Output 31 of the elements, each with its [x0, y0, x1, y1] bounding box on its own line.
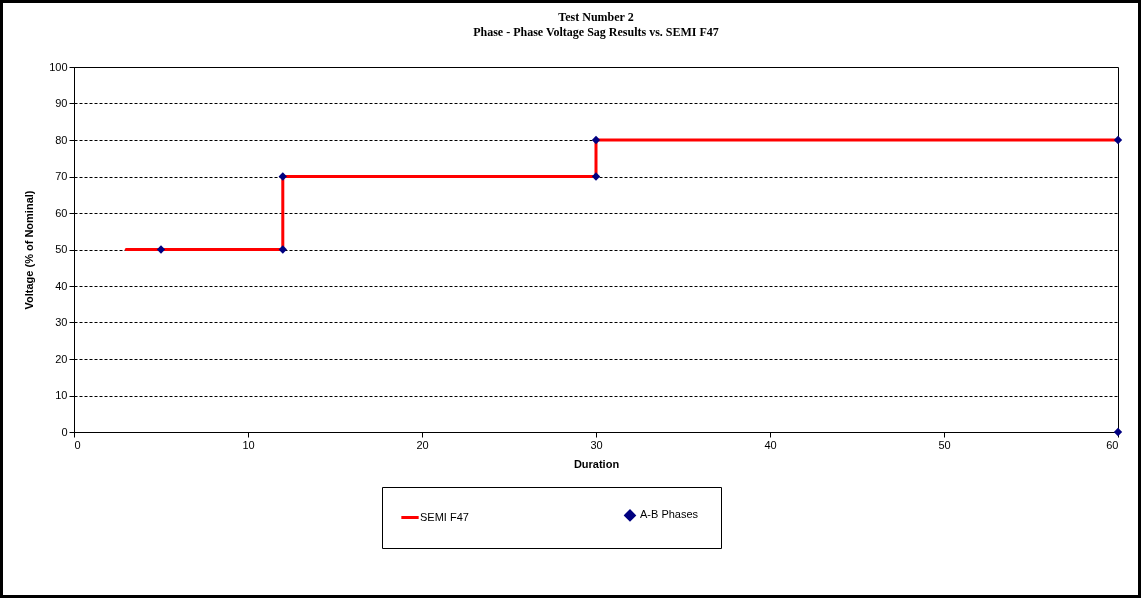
x-tick-label: 30 — [590, 438, 603, 451]
y-tick-label: 80 — [55, 133, 68, 146]
y-tick-label: 60 — [55, 206, 68, 219]
x-tick-label: 10 — [242, 438, 255, 451]
legend-label: SEMI F47 — [420, 510, 469, 523]
legend-label: A-B Phases — [640, 508, 699, 521]
x-axis-title: Duration — [573, 457, 620, 470]
point — [278, 245, 287, 254]
y-tick-label: 90 — [55, 97, 68, 109]
y-tick-label: 50 — [55, 243, 68, 255]
chart-title: Test Number 2 — [558, 10, 634, 24]
y-tick-label: 70 — [55, 170, 68, 182]
y-tick-label: 40 — [55, 279, 68, 292]
point — [591, 172, 601, 181]
point — [1113, 135, 1123, 145]
y-axis-title: Voltage (% of Nominal) — [23, 190, 36, 310]
x-tick-label: 20 — [416, 438, 429, 451]
x-tick-label: 60 — [1106, 438, 1119, 451]
y-tick-label: 30 — [55, 316, 68, 328]
point — [156, 245, 166, 254]
x-tick-label: 0 — [74, 438, 81, 451]
point — [591, 135, 601, 145]
y-tick-label: 0 — [61, 425, 68, 438]
chart-subtitle: Phase - Phase Voltage Sag Results vs. SEMI F47 — [473, 25, 719, 39]
y-tick-label: 10 — [55, 389, 68, 401]
y-tick-label: 20 — [55, 352, 68, 365]
point — [278, 172, 287, 181]
x-tick-label: 40 — [764, 438, 777, 451]
point — [1113, 427, 1123, 437]
y-tick-label: 100 — [49, 60, 68, 73]
x-tick-label: 50 — [938, 438, 951, 451]
